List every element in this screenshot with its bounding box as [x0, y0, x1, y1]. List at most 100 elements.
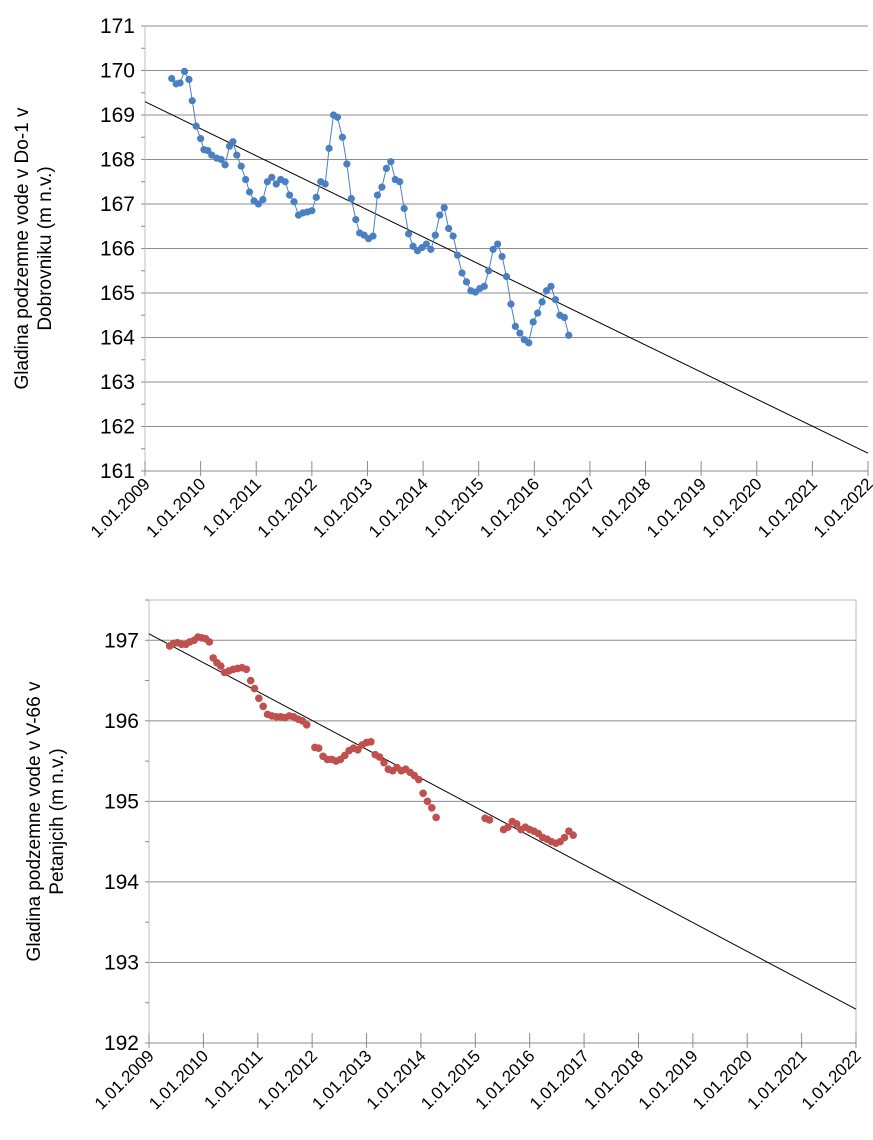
data-point: [511, 322, 519, 330]
data-point: [449, 232, 457, 240]
data-point: [565, 331, 573, 339]
data-point: [347, 195, 355, 203]
x-tick-label: 1.01.2019: [643, 474, 710, 541]
y-tick-label: 169: [100, 104, 135, 127]
data-point: [538, 298, 546, 306]
data-point: [188, 97, 196, 105]
x-tick-label: 1.01.2021: [754, 474, 821, 541]
groundwater-chart-do1: 161 162 163 164 165 166 167 168 169 170 171 1.01.20…: [12, 15, 873, 541]
x-tick-label: 1.01.2017: [532, 474, 599, 541]
y-tick-label: 171: [100, 15, 135, 38]
data-point: [272, 180, 280, 188]
data-point: [321, 180, 329, 188]
data-point: [525, 339, 533, 347]
data-point: [428, 804, 436, 812]
data-point: [340, 751, 349, 760]
y-tick-label: 194: [104, 871, 139, 894]
data-point: [560, 313, 568, 322]
data-point: [382, 164, 390, 172]
data-point: [480, 282, 488, 290]
data-point: [489, 245, 497, 253]
y-tick-label: 197: [104, 629, 139, 652]
data-point: [325, 144, 333, 152]
data-point: [422, 240, 431, 248]
groundwater-chart-v66: 1921931941951961971.01.20091.01.20101.01…: [24, 599, 865, 1113]
data-point: [221, 161, 229, 169]
data-point: [387, 158, 395, 166]
data-point: [502, 272, 511, 281]
x-tick-label: 1.01.2013: [309, 474, 376, 541]
data-point: [547, 282, 555, 290]
data-point: [263, 178, 271, 186]
y-axis-title-line: Dobrovniku (m n.v.): [35, 166, 56, 330]
data-point: [192, 122, 200, 130]
data-point: [367, 737, 375, 746]
data-point: [352, 215, 360, 224]
data-point: [369, 232, 377, 240]
data-point: [504, 823, 512, 831]
data-point: [507, 300, 515, 308]
y-tick-label: 164: [100, 327, 135, 350]
data-point: [308, 207, 316, 215]
x-tick-label: 1.01.2014: [365, 474, 432, 541]
data-point: [414, 775, 423, 784]
data-point: [312, 193, 320, 201]
data-point: [551, 296, 560, 304]
data-point: [445, 224, 453, 233]
data-point: [180, 67, 189, 75]
data-point: [242, 665, 251, 674]
y-tick-label: 168: [100, 149, 135, 172]
data-point: [427, 245, 435, 253]
data-point: [440, 203, 448, 212]
data-point: [485, 267, 493, 275]
data-point: [431, 231, 439, 239]
data-point: [560, 833, 569, 842]
data-point: [268, 173, 276, 181]
data-point: [400, 204, 408, 213]
data-point: [242, 175, 250, 184]
data-point: [512, 820, 521, 828]
trendline: [148, 633, 857, 1010]
y-tick-label: 161: [100, 460, 135, 483]
data-point: [432, 813, 440, 822]
data-point: [380, 758, 388, 767]
data-point: [542, 287, 551, 295]
data-point: [254, 200, 263, 208]
y-axis-title-line: Gladina podzemne vode v V-66 v: [24, 681, 45, 961]
data-point: [314, 744, 323, 753]
x-tick-label: 1.01.2010: [145, 1046, 212, 1113]
data-point: [494, 240, 502, 248]
data-point: [373, 191, 382, 199]
data-point: [205, 638, 214, 646]
y-tick-label: 163: [100, 371, 135, 394]
data-point: [185, 75, 193, 83]
data-point: [176, 79, 184, 87]
data-point: [375, 753, 384, 761]
x-tick-label: 1.01.2020: [699, 474, 766, 541]
data-point: [237, 162, 245, 170]
data-point: [498, 252, 506, 261]
data-point: [259, 195, 267, 204]
data-point: [378, 183, 386, 191]
data-point: [338, 133, 347, 141]
x-tick-label: 1.01.2010: [143, 474, 210, 541]
x-tick-label: 1.01.2018: [587, 474, 654, 541]
x-tick-label: 1.01.2009: [87, 474, 154, 541]
data-point: [333, 113, 342, 121]
data-point: [259, 702, 268, 711]
y-tick-label: 162: [100, 416, 135, 439]
data-point: [250, 684, 259, 693]
data-point: [246, 676, 255, 685]
data-point: [534, 309, 542, 317]
data-point: [245, 188, 254, 196]
data-point: [354, 746, 362, 754]
data-point: [396, 178, 404, 186]
data-point: [516, 329, 524, 337]
data-point: [569, 831, 577, 839]
x-tick-label: 1.01.2012: [254, 474, 321, 541]
y-tick-label: 196: [104, 710, 139, 733]
data-point: [423, 797, 432, 806]
data-point: [217, 155, 225, 164]
y-axis-title-line: Gladina podzemne vode v Do-1 v: [12, 107, 33, 389]
data-point: [286, 191, 294, 199]
